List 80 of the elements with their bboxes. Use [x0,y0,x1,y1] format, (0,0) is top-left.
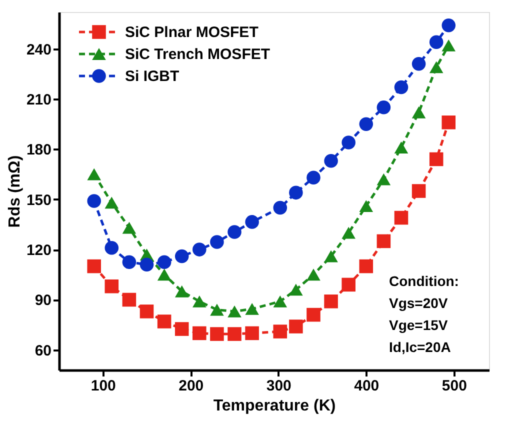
point [324,294,338,308]
point [228,225,242,239]
point [289,284,303,296]
x-tick-label: 500 [442,378,467,394]
point [442,18,456,32]
x-axis-title: Temperature (K) [213,398,336,414]
point [342,278,356,292]
point [245,215,259,229]
point [104,241,119,255]
legend-label: Si IGBT [125,68,180,85]
point [289,320,303,334]
point [245,326,259,340]
point [192,295,206,308]
y-axis-title: Rds (mΩ) [6,155,24,228]
point [359,117,374,131]
point [394,210,408,225]
x-tick-label: 300 [266,378,292,394]
point [306,308,320,322]
point [376,173,391,186]
legend-label: SiC Trench MOSFET [125,46,270,63]
y-tick-label: 150 [26,192,52,209]
point [210,304,224,316]
point [412,106,426,118]
point [306,170,320,184]
point [140,258,154,272]
point [122,255,136,269]
point [104,279,119,294]
legend-label: SiC Plnar MOSFET [125,24,258,41]
point [359,259,374,274]
point [289,186,303,200]
x-tick-label: 400 [354,378,380,394]
point [122,222,136,234]
point [324,154,338,168]
point [210,235,224,249]
point [429,152,444,166]
point [228,327,242,341]
point [174,249,189,264]
point [306,268,320,281]
point [87,168,101,180]
point [122,292,136,307]
point [210,327,224,341]
point [87,259,101,274]
point [412,56,426,71]
point [342,136,356,150]
point [192,242,206,256]
point [174,322,189,336]
point [442,116,456,130]
point [104,196,119,209]
point [157,268,172,281]
annotation: Condition: Vgs=20V Vge=15V Id,Ic=20A [389,273,459,355]
y-tick-label: 120 [26,242,52,260]
y-tick-label: 60 [34,342,52,360]
point [376,100,391,114]
point [412,184,426,198]
x-tick-label: 100 [90,378,116,394]
point [429,61,444,74]
y-tick-label: 240 [26,41,52,58]
point [429,35,444,49]
point [192,326,206,340]
point [342,226,356,239]
y-tick-label: 90 [34,292,52,310]
point [245,302,259,315]
point [442,39,456,52]
y-tick-label: 210 [26,91,52,108]
point [157,314,172,328]
point [324,250,338,262]
point [394,80,408,94]
point [376,234,391,248]
point [394,142,408,154]
point [174,285,189,298]
point [359,200,374,212]
point [140,304,154,318]
y-tick-label: 180 [26,142,52,159]
point [273,295,288,308]
point [87,194,101,208]
x-tick-label: 200 [178,378,204,394]
point [273,324,288,338]
point [157,255,172,269]
point [273,200,288,215]
point [228,305,242,318]
